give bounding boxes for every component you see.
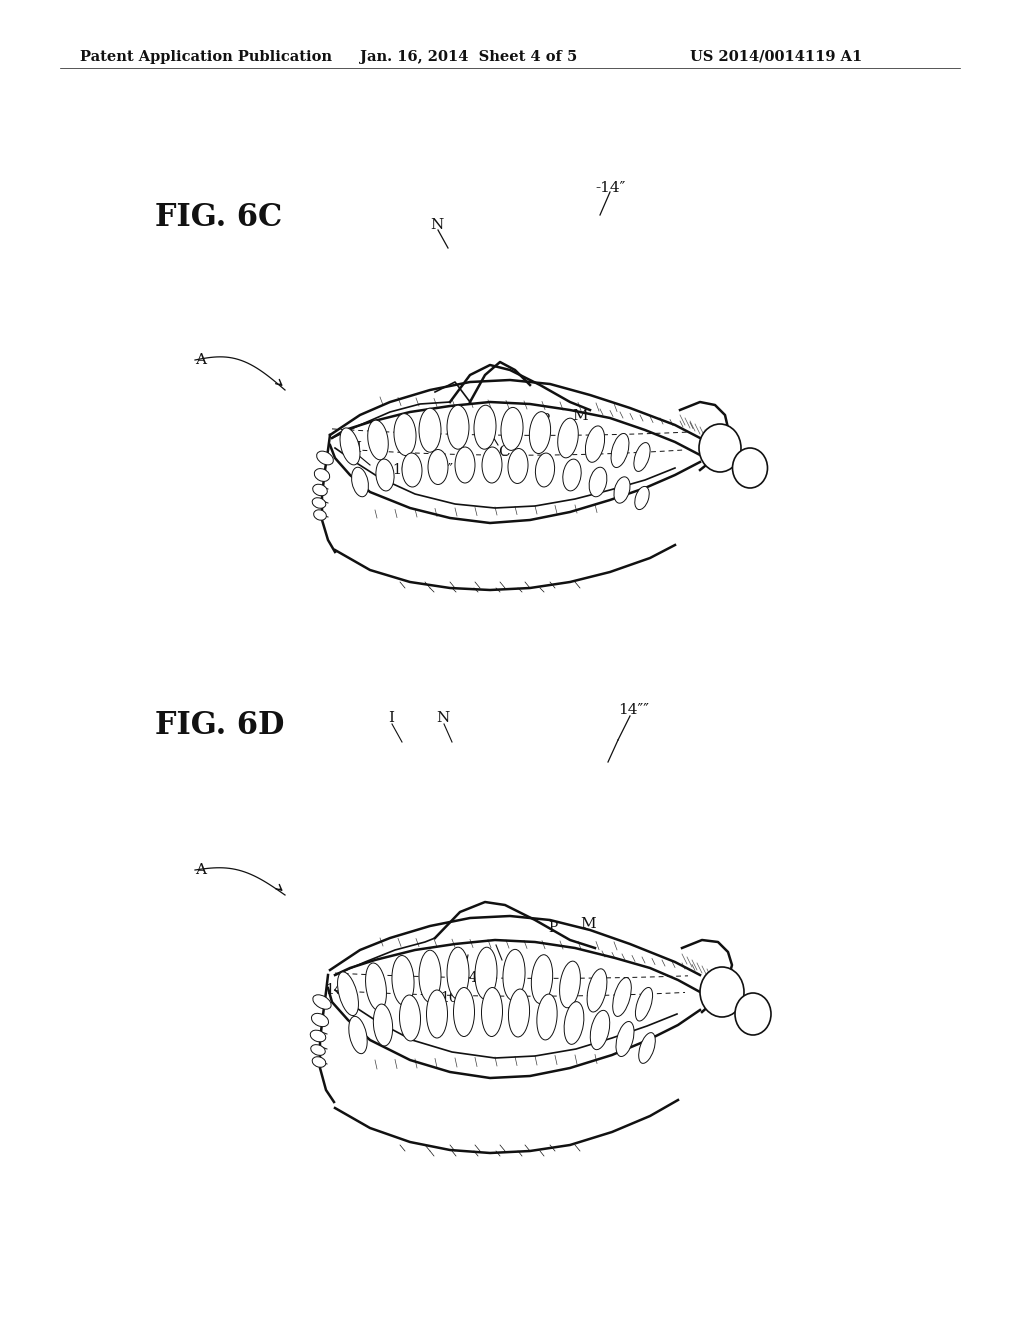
- Ellipse shape: [399, 995, 421, 1041]
- Ellipse shape: [368, 420, 388, 459]
- Ellipse shape: [503, 949, 525, 1001]
- Ellipse shape: [587, 969, 607, 1012]
- Ellipse shape: [419, 950, 441, 1002]
- Ellipse shape: [447, 948, 469, 999]
- Ellipse shape: [428, 450, 449, 484]
- Ellipse shape: [531, 954, 553, 1003]
- Ellipse shape: [402, 453, 422, 487]
- Text: C: C: [498, 445, 510, 459]
- Ellipse shape: [351, 467, 369, 496]
- Ellipse shape: [501, 408, 523, 450]
- Ellipse shape: [732, 447, 768, 488]
- Text: I: I: [420, 973, 426, 987]
- Ellipse shape: [509, 989, 529, 1038]
- Text: Patent Application Publication: Patent Application Publication: [80, 50, 332, 63]
- Ellipse shape: [635, 486, 649, 510]
- Ellipse shape: [312, 484, 328, 496]
- Ellipse shape: [376, 459, 394, 491]
- Ellipse shape: [482, 447, 502, 483]
- Ellipse shape: [508, 449, 528, 483]
- Ellipse shape: [394, 413, 416, 455]
- Text: N: N: [430, 218, 443, 232]
- Text: I: I: [388, 711, 394, 725]
- Ellipse shape: [563, 459, 582, 491]
- Ellipse shape: [455, 447, 475, 483]
- Text: Jan. 16, 2014  Sheet 4 of 5: Jan. 16, 2014 Sheet 4 of 5: [360, 50, 578, 63]
- Ellipse shape: [559, 961, 581, 1007]
- Ellipse shape: [614, 477, 630, 503]
- Ellipse shape: [474, 405, 496, 449]
- Text: I: I: [355, 441, 361, 455]
- Ellipse shape: [447, 405, 469, 449]
- Ellipse shape: [338, 972, 358, 1015]
- Ellipse shape: [612, 978, 632, 1016]
- Ellipse shape: [700, 968, 744, 1016]
- Ellipse shape: [639, 1032, 655, 1064]
- Text: C: C: [502, 961, 514, 975]
- Ellipse shape: [475, 948, 497, 999]
- Ellipse shape: [611, 433, 629, 467]
- Ellipse shape: [311, 1014, 329, 1027]
- Ellipse shape: [454, 987, 474, 1036]
- Text: A: A: [195, 352, 206, 367]
- Ellipse shape: [699, 424, 741, 473]
- Ellipse shape: [537, 994, 557, 1040]
- Text: 14″″: 14″″: [618, 704, 649, 717]
- Ellipse shape: [481, 987, 503, 1036]
- Ellipse shape: [366, 964, 386, 1011]
- Ellipse shape: [589, 467, 607, 496]
- Ellipse shape: [340, 428, 360, 465]
- Text: 10″″: 10″″: [440, 991, 468, 1005]
- Text: -14″: -14″: [595, 181, 626, 195]
- Ellipse shape: [586, 426, 604, 462]
- Ellipse shape: [310, 1044, 326, 1056]
- Ellipse shape: [536, 453, 555, 487]
- Ellipse shape: [735, 993, 771, 1035]
- Ellipse shape: [349, 1016, 368, 1053]
- Ellipse shape: [313, 510, 327, 520]
- Ellipse shape: [558, 418, 579, 458]
- Text: M: M: [572, 409, 588, 422]
- Text: A: A: [195, 863, 206, 876]
- Text: FIG. 6D: FIG. 6D: [155, 710, 285, 741]
- Text: P: P: [548, 921, 557, 935]
- Ellipse shape: [590, 1010, 609, 1049]
- Text: P: P: [540, 413, 549, 426]
- Ellipse shape: [316, 451, 334, 465]
- Text: 14″: 14″: [460, 972, 483, 985]
- Ellipse shape: [312, 498, 326, 508]
- Ellipse shape: [634, 442, 650, 471]
- Text: 14″: 14″: [430, 463, 453, 477]
- Ellipse shape: [392, 956, 414, 1006]
- Text: 10″: 10″: [392, 463, 415, 477]
- Ellipse shape: [310, 1030, 326, 1041]
- Ellipse shape: [419, 408, 441, 453]
- Ellipse shape: [616, 1022, 634, 1056]
- Ellipse shape: [636, 987, 652, 1022]
- Ellipse shape: [427, 990, 447, 1038]
- Text: N: N: [436, 711, 450, 725]
- Ellipse shape: [529, 412, 551, 454]
- Ellipse shape: [374, 1005, 392, 1045]
- Ellipse shape: [564, 1002, 584, 1044]
- Ellipse shape: [312, 1057, 326, 1068]
- Text: M: M: [580, 917, 596, 931]
- Text: 14″″: 14″″: [325, 983, 353, 997]
- Text: FIG. 6C: FIG. 6C: [155, 202, 283, 234]
- Ellipse shape: [313, 995, 331, 1010]
- Text: US 2014/0014119 A1: US 2014/0014119 A1: [690, 50, 862, 63]
- Ellipse shape: [314, 469, 330, 482]
